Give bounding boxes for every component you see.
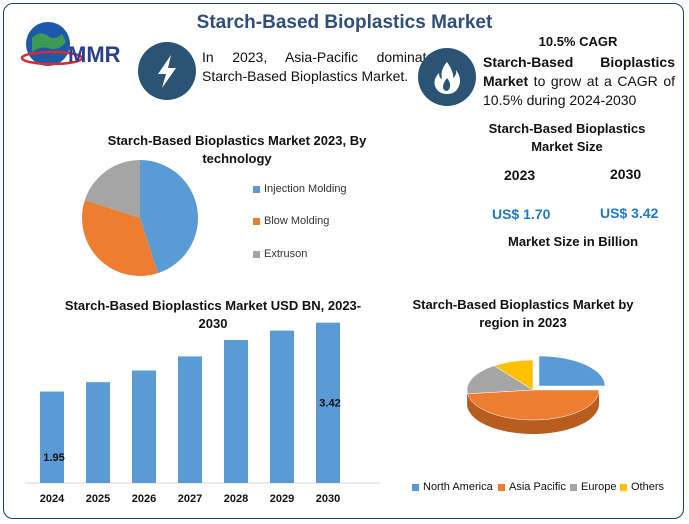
- right-info-text: Starch-Based Bioplastics Market to grow …: [483, 53, 675, 110]
- technology-pie-chart: [82, 160, 198, 276]
- bar-2029: [270, 330, 294, 483]
- year-2030-label: 2030: [610, 166, 642, 182]
- market-bar-chart: 2024 1.95 2025 2026 2027 2028 2029 2030 3.42: [25, 322, 380, 505]
- legend-item-blow-molding: Blow Molding: [253, 215, 329, 227]
- bar-chart-title: Starch-Based Bioplastics Market USD BN, …: [64, 298, 362, 331]
- page-title: Starch-Based Bioplastics Market: [196, 12, 493, 33]
- bar-2030: [316, 322, 340, 483]
- pie-slice-injection-molding: [140, 160, 198, 274]
- x-tick-2027: 2027: [178, 493, 202, 505]
- pie-slice-europe: [466, 365, 534, 395]
- x-tick-2028: 2028: [224, 493, 248, 505]
- market-size-title: Starch-Based Bioplastics Market Size: [488, 121, 646, 154]
- pie-slice-extruson: [84, 160, 140, 218]
- legend-label: Asia Pacific: [509, 481, 566, 493]
- legend-item-asia-pacific: Asia Pacific: [498, 481, 566, 493]
- mmr-logo: MMR: [18, 8, 138, 78]
- pie-slice-north-america: [538, 355, 606, 387]
- x-tick-2030: 2030: [316, 493, 340, 505]
- x-tick-2029: 2029: [270, 493, 294, 505]
- bar-2026: [132, 370, 156, 483]
- right-info-rest: to grow at a CAGR of 10.5% during 2024-2…: [483, 73, 675, 108]
- legend-label: Blow Molding: [264, 215, 330, 227]
- x-tick-2025: 2025: [86, 493, 110, 505]
- legend-swatch: [412, 483, 419, 491]
- legend-label: North America: [423, 481, 493, 493]
- right-info-bold: Starch-Based Bioplastics Market: [483, 54, 675, 89]
- logo-text: MMR: [68, 42, 121, 67]
- legend-item-north-america: North America: [412, 481, 493, 493]
- legend-swatch: [570, 483, 577, 491]
- bar-2024: [40, 391, 64, 483]
- legend-item-europe: Europe: [570, 481, 616, 493]
- pie-slice-others: [493, 359, 534, 391]
- legend-swatch: [620, 483, 627, 491]
- legend-label: Europe: [581, 481, 617, 493]
- data-label-2030: 3.42: [319, 398, 340, 410]
- pie1-title: Starch-Based Bioplastics Market 2023, By…: [107, 133, 367, 166]
- legend-label: Injection Molding: [264, 183, 347, 195]
- pie2-title: Starch-Based Bioplastics Market by regio…: [412, 297, 634, 330]
- year-2023-label: 2023: [504, 167, 536, 183]
- flame-icon: [418, 48, 476, 106]
- pie-side-europe: [467, 390, 468, 408]
- market-size-caption: Market Size in Billion: [507, 234, 639, 249]
- pie-slice-asia-pacific: [467, 389, 600, 421]
- pie-side-asia-pacific: [467, 390, 599, 435]
- pie-slice-blow-molding: [82, 200, 158, 276]
- legend-label: Extruson: [264, 248, 308, 260]
- legend-swatch: [253, 185, 260, 193]
- bar-2028: [224, 339, 248, 483]
- left-info-text: In 2023, Asia-Pacific dominated Starch-B…: [202, 49, 442, 84]
- value-2023: US$ 1.70: [492, 206, 551, 222]
- legend-item-extruson: Extruson: [253, 248, 307, 260]
- bar-2027: [178, 356, 202, 483]
- bar-2025: [86, 382, 110, 483]
- region-pie-chart: [466, 355, 606, 435]
- x-tick-2026: 2026: [132, 493, 156, 505]
- legend-swatch: [253, 250, 260, 258]
- cagr-title: 10.5% CAGR: [538, 34, 618, 49]
- legend-item-others: Others: [620, 481, 664, 493]
- legend-swatch: [498, 483, 505, 491]
- legend-label: Others: [631, 481, 665, 493]
- legend-item-injection-molding: Injection Molding: [253, 183, 347, 195]
- legend-swatch: [253, 217, 260, 225]
- data-label-2024: 1.95: [43, 452, 64, 464]
- x-tick-2024: 2024: [40, 493, 65, 505]
- lightning-icon: [138, 42, 196, 100]
- value-2030: US$ 3.42: [600, 205, 659, 221]
